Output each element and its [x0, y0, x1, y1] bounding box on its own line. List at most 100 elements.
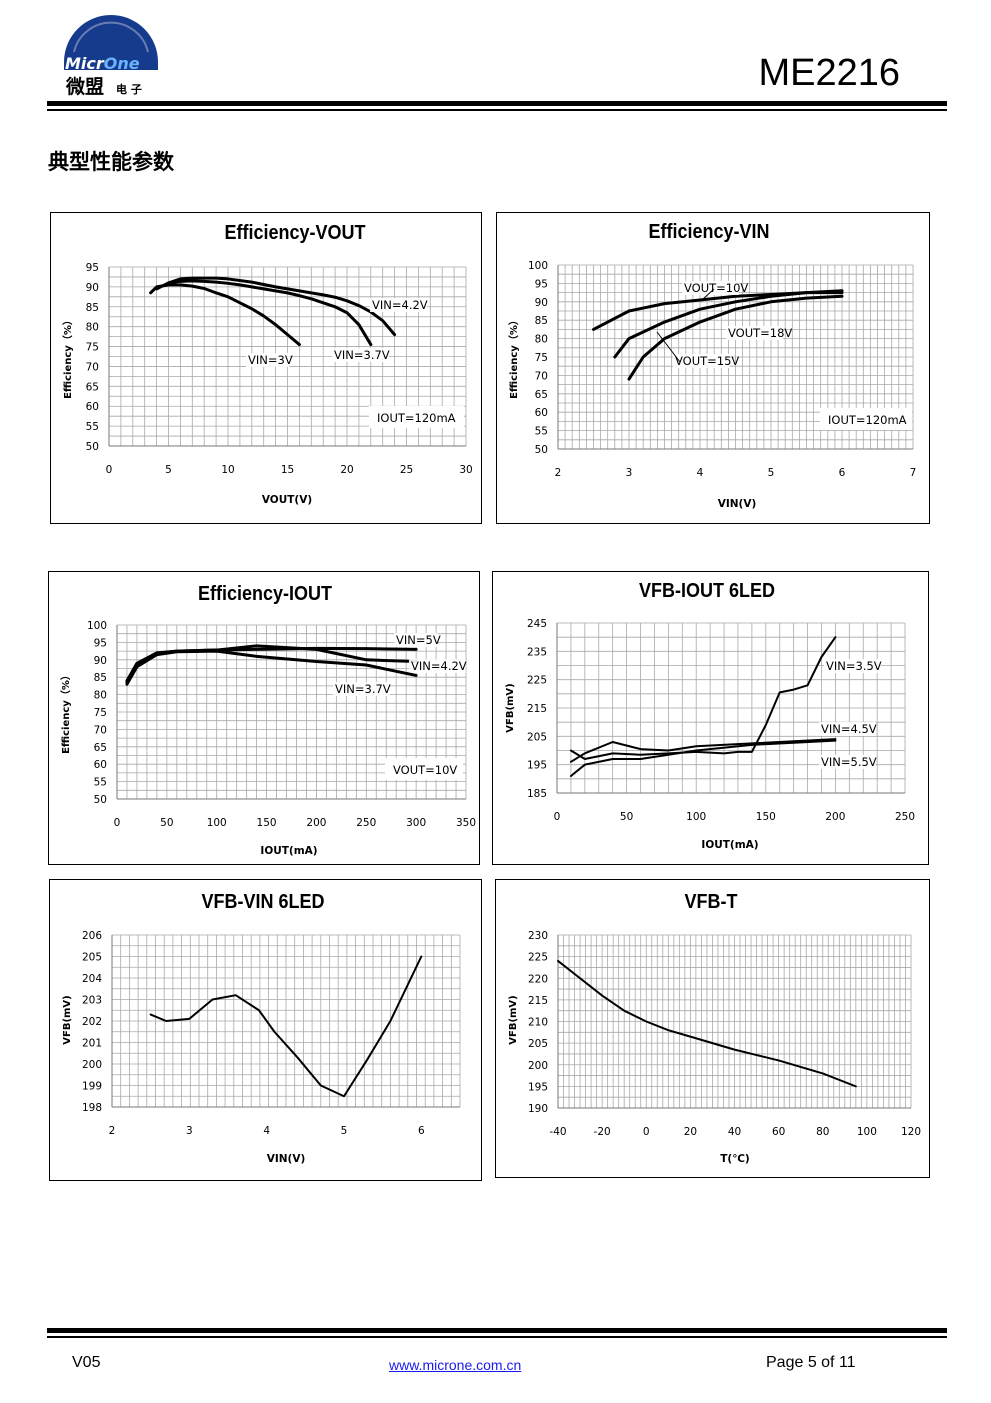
y-tick-label: 195	[528, 1081, 548, 1093]
x-tick-label: 5	[341, 1125, 348, 1137]
y-tick-label: 90	[86, 282, 99, 294]
x-tick-label: 4	[697, 467, 704, 479]
y-tick-label: 185	[527, 788, 547, 800]
chart-title: VFB-IOUT 6LED	[639, 580, 775, 602]
y-tick-label: 200	[528, 1060, 548, 1072]
note-box	[820, 408, 912, 430]
x-tick-label: 0	[554, 811, 561, 823]
series-label: VIN=3.7V	[334, 348, 390, 362]
series-label-bg	[682, 281, 739, 295]
y-tick-label: 60	[86, 401, 99, 413]
y-tick-label: 225	[527, 675, 547, 687]
series-line	[569, 636, 837, 760]
x-tick-label: 120	[901, 1126, 921, 1138]
series-label: VOUT=15V	[675, 354, 739, 368]
series-label: VOUT=18V	[728, 326, 792, 340]
series-label-bg	[370, 298, 427, 312]
y-tick-label: 85	[86, 302, 99, 314]
y-tick-label: 215	[528, 995, 548, 1007]
y-tick-label: 70	[535, 370, 548, 382]
y-tick-label: 210	[528, 1017, 548, 1029]
chart-vfb-t: VFB-T -40 -20 0 20 40 60 80 100 120 190 195 200 205 21…	[495, 879, 930, 1178]
chart-title: Efficiency-VOUT	[224, 222, 365, 244]
y-tick-label: 70	[86, 361, 99, 373]
chart-efficiency-vout: Efficiency-VOUT 0 5 10 15 20 25 30 50 55 60 65 70 75 8…	[50, 212, 482, 524]
y-tick-label: 190	[528, 1103, 548, 1115]
series-line	[613, 289, 844, 359]
series-label: VIN=4.5V	[821, 722, 877, 736]
series-label: VOUT=10V	[684, 281, 748, 295]
x-axis-label: VIN(V)	[718, 498, 757, 510]
y-axis-label: VFB(mV)	[62, 995, 73, 1045]
chart-title: VFB-VIN 6LED	[202, 891, 325, 913]
y-tick-label: 80	[535, 334, 548, 346]
x-tick-label: 3	[626, 467, 633, 479]
x-tick-label: -20	[594, 1126, 611, 1138]
y-tick-label: 95	[94, 637, 107, 649]
series-label-bg	[394, 633, 438, 647]
footer-version: V05	[72, 1354, 101, 1371]
series-label: VIN=4.2V	[411, 659, 467, 673]
x-tick-label: 350	[456, 817, 476, 829]
x-tick-label: 40	[728, 1126, 741, 1138]
y-tick-label: 201	[82, 1038, 102, 1050]
x-tick-label: 100	[686, 811, 706, 823]
x-tick-label: 60	[772, 1126, 785, 1138]
footer-website-link[interactable]: www.microne.com.cn	[389, 1357, 522, 1373]
note-label: IOUT=120mA	[377, 411, 456, 425]
y-tick-label: 65	[86, 381, 99, 393]
series-line	[149, 283, 301, 347]
header-rule	[47, 101, 947, 106]
x-tick-label: 10	[221, 464, 234, 476]
chart-title: VFB-T	[684, 891, 737, 913]
part-number: ME2216	[758, 52, 900, 94]
series-label-bg	[246, 353, 290, 367]
x-tick-label: 2	[555, 467, 562, 479]
svg-text:MicrOne: MicrOne	[65, 54, 140, 73]
x-tick-label: 20	[684, 1126, 697, 1138]
y-tick-label: 230	[528, 930, 548, 942]
x-axis-label: IOUT(mA)	[701, 839, 758, 851]
x-tick-label: 2	[109, 1125, 116, 1137]
series-label-bg	[409, 659, 466, 673]
x-tick-label: 50	[160, 817, 173, 829]
x-tick-label: 300	[406, 817, 426, 829]
series-label: VIN=5.5V	[821, 755, 877, 769]
y-tick-label: 195	[527, 760, 547, 772]
chart-title: Efficiency-IOUT	[198, 583, 332, 605]
y-tick-label: 205	[527, 731, 547, 743]
footer-page-number: Page 5 of 11	[766, 1354, 856, 1371]
note-label: IOUT=120mA	[828, 413, 907, 427]
note-box	[369, 406, 464, 428]
series-label-bg	[819, 722, 876, 736]
svg-text:微盟: 微盟	[65, 75, 104, 98]
svg-text:电 子: 电 子	[116, 82, 142, 96]
series-line	[155, 279, 373, 347]
y-tick-label: 70	[94, 724, 107, 736]
chart-title: Efficiency-VIN	[648, 221, 769, 243]
y-tick-label: 50	[94, 794, 107, 806]
series-label-bg	[673, 354, 730, 368]
y-tick-label: 75	[94, 707, 107, 719]
x-tick-label: 5	[165, 464, 172, 476]
section-title: 典型性能参数	[48, 150, 174, 174]
x-tick-label: 0	[106, 464, 113, 476]
y-tick-label: 225	[528, 952, 548, 964]
x-tick-label: 80	[816, 1126, 829, 1138]
x-tick-label: -40	[549, 1126, 566, 1138]
series-label-bg	[726, 326, 783, 340]
y-tick-label: 215	[527, 703, 547, 715]
y-tick-label: 80	[86, 322, 99, 334]
y-tick-label: 205	[528, 1038, 548, 1050]
y-tick-label: 55	[94, 777, 107, 789]
series-label-bg	[819, 755, 876, 769]
y-tick-label: 220	[528, 973, 548, 985]
series-line	[569, 739, 837, 777]
series-line	[557, 959, 857, 1088]
y-tick-label: 100	[528, 260, 548, 272]
series-line	[627, 294, 844, 381]
y-tick-label: 60	[94, 759, 107, 771]
x-tick-label: 100	[857, 1126, 877, 1138]
y-tick-label: 95	[86, 262, 99, 274]
microne-logo: MicrOne 微盟 电 子	[64, 15, 158, 98]
